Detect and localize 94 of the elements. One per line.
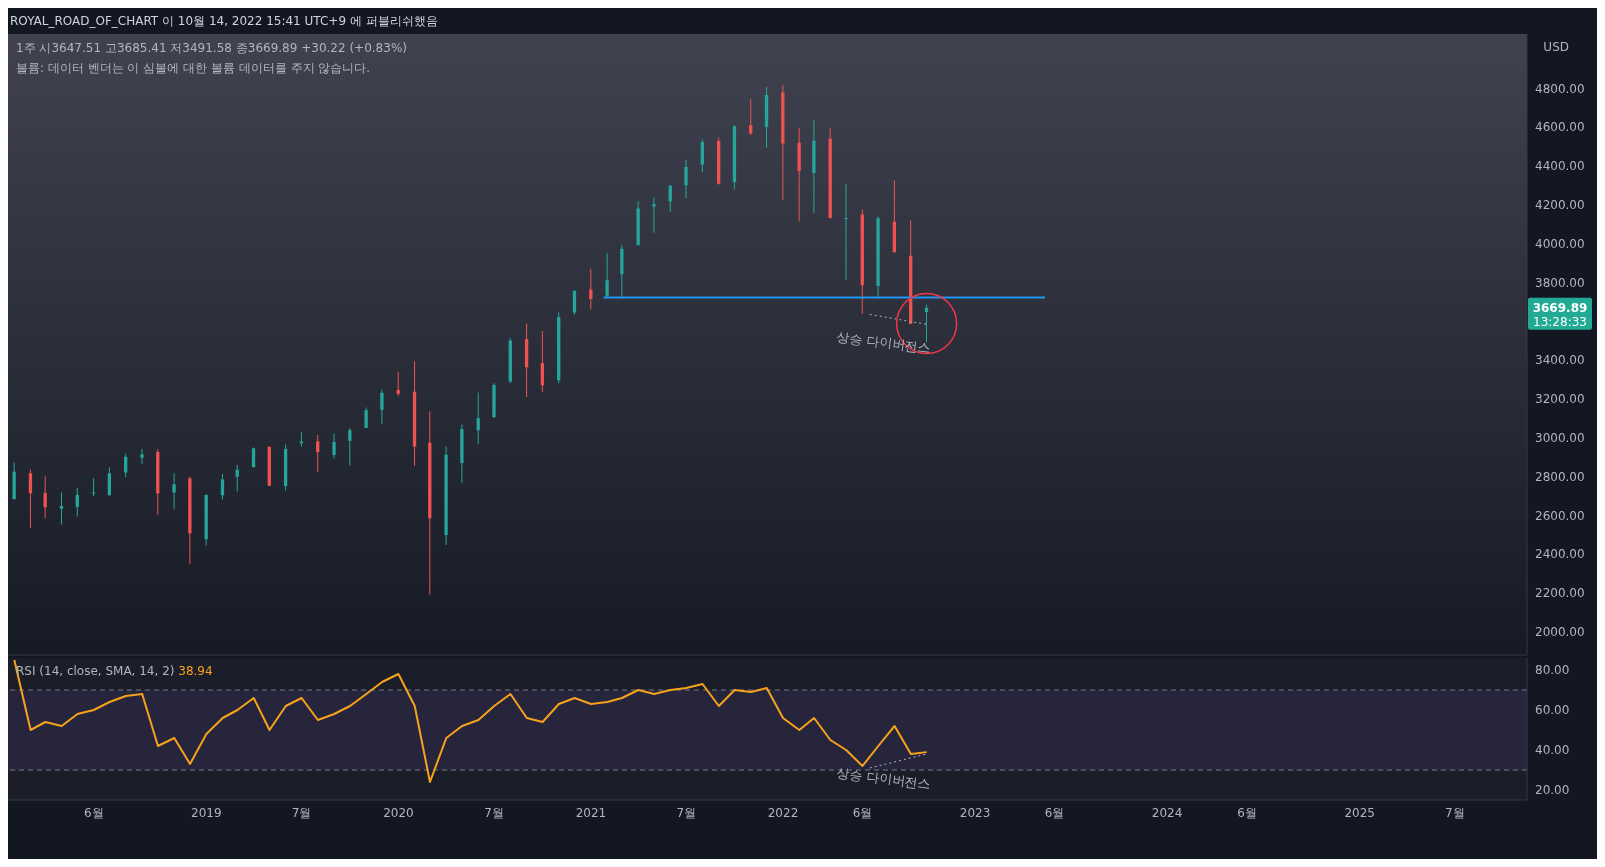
y-tick-label: 4200.00 — [1535, 198, 1585, 213]
x-tick-label: 2021 — [575, 805, 607, 820]
y-tick-label: 80.00 — [1535, 663, 1570, 678]
x-tick-label: 7월 — [291, 805, 312, 820]
annotation: 상승 다이버전스 — [835, 764, 932, 794]
candlestick — [844, 184, 848, 281]
candlestick — [396, 372, 400, 396]
candlestick — [668, 184, 672, 212]
candlestick — [412, 361, 417, 466]
candlestick — [605, 253, 609, 297]
y-tick-label: 3200.00 — [1535, 392, 1585, 407]
text: 1주 시3647.51 고3685.41 저3491.58 종3669.89 +30.22 (+0.83%) — [16, 40, 407, 57]
candlestick — [797, 128, 801, 222]
candlestick — [220, 473, 225, 500]
candlestick — [267, 446, 271, 486]
x-tick-label: 7월 — [484, 805, 504, 820]
candlestick — [636, 201, 640, 246]
candlestick — [107, 467, 112, 497]
candlestick — [43, 476, 47, 519]
candlestick — [364, 407, 368, 428]
candlestick — [764, 86, 769, 148]
candlestick — [204, 494, 208, 546]
candlestick — [380, 389, 384, 425]
candlestick — [700, 139, 704, 173]
candlestick — [12, 462, 16, 500]
candlestick — [140, 449, 144, 465]
candlestick — [781, 84, 785, 201]
candlestick — [892, 180, 897, 253]
x-tick-label: 2022 — [767, 805, 799, 820]
y-tick-label: 2000.00 — [1535, 624, 1585, 639]
x-tick-label: 2019 — [191, 805, 222, 820]
candlestick — [91, 478, 96, 497]
candlestick — [332, 433, 336, 459]
candlestick — [283, 444, 288, 491]
x-tick-label: 7월 — [1445, 805, 1465, 820]
y-tick-label: 4600.00 — [1535, 120, 1585, 135]
candlestick — [75, 487, 79, 517]
x-tick-label: 6월 — [1044, 805, 1065, 820]
y-tick-label: 60.00 — [1535, 703, 1570, 718]
candlestick — [156, 449, 160, 515]
text: RSI (14, close, SMA, 14, 2) 38.94 — [16, 664, 213, 678]
candlestick — [860, 209, 864, 315]
candlestick — [428, 411, 432, 595]
y-tick-label: 4400.00 — [1535, 159, 1585, 174]
candlestick — [589, 268, 593, 310]
candlestick — [749, 99, 753, 135]
candlestick — [235, 464, 239, 492]
candlestick — [508, 337, 512, 384]
x-tick-label: 2025 — [1344, 805, 1375, 820]
y-tick-label: 20.00 — [1535, 783, 1570, 798]
y-tick-label: 2600.00 — [1535, 508, 1585, 523]
y-tick-label: 2200.00 — [1535, 586, 1585, 601]
x-tick-label: 6월 — [852, 805, 873, 820]
candlestick — [492, 383, 496, 419]
x-tick-label: 2020 — [383, 805, 414, 820]
candlestick — [460, 424, 464, 483]
candlestick — [172, 473, 176, 510]
candlestick — [188, 476, 192, 565]
candlestick — [716, 137, 721, 185]
chart-title: ROYAL_ROAD_OF_CHART 이 10월 14, 2022 15:41 UTC+9 에 퍼블리쉬했음 — [9, 13, 439, 30]
y-tick-label: 40.00 — [1535, 743, 1570, 758]
candlestick — [59, 492, 64, 525]
y-tick-label: 3400.00 — [1535, 353, 1585, 368]
annotation: 볼륨: 데이터 벤더는 이 심볼에 대한 볼륨 데이터를 주지 않습니다. — [16, 60, 372, 77]
candlestick — [316, 434, 320, 473]
y-tick-label: 2800.00 — [1535, 469, 1585, 484]
candlestick — [732, 125, 737, 190]
candlestick — [348, 427, 352, 466]
y-tick-label: 3000.00 — [1535, 430, 1585, 445]
candlestick — [684, 160, 688, 199]
candlestick — [557, 312, 561, 384]
x-tick-label: 2024 — [1151, 805, 1183, 820]
annotation: 상승 다이버전스 — [835, 328, 932, 358]
candlestick — [620, 244, 624, 298]
x-tick-label: 7월 — [676, 805, 697, 820]
candlestick — [876, 216, 880, 298]
y-tick-label: 4800.00 — [1535, 81, 1585, 96]
candlestick — [812, 119, 816, 214]
x-tick-label: 2023 — [959, 805, 991, 820]
y-tick-label: 4000.00 — [1535, 236, 1585, 251]
candlestick — [540, 330, 545, 393]
candlestick — [476, 392, 480, 445]
candlestick — [28, 469, 33, 529]
text: 13:28:33 — [1533, 314, 1587, 329]
candlestick — [444, 446, 448, 545]
candlestick — [524, 323, 529, 398]
y-axis-title: USD — [1543, 40, 1569, 54]
y-tick-label: 3800.00 — [1535, 275, 1585, 290]
candlestick — [652, 197, 656, 233]
candlestick — [828, 128, 832, 219]
x-tick-label: 6월 — [83, 805, 104, 820]
x-tick-label: 6월 — [1237, 805, 1257, 820]
y-tick-label: 2400.00 — [1535, 547, 1585, 562]
text: 3669.89 — [1532, 300, 1588, 315]
